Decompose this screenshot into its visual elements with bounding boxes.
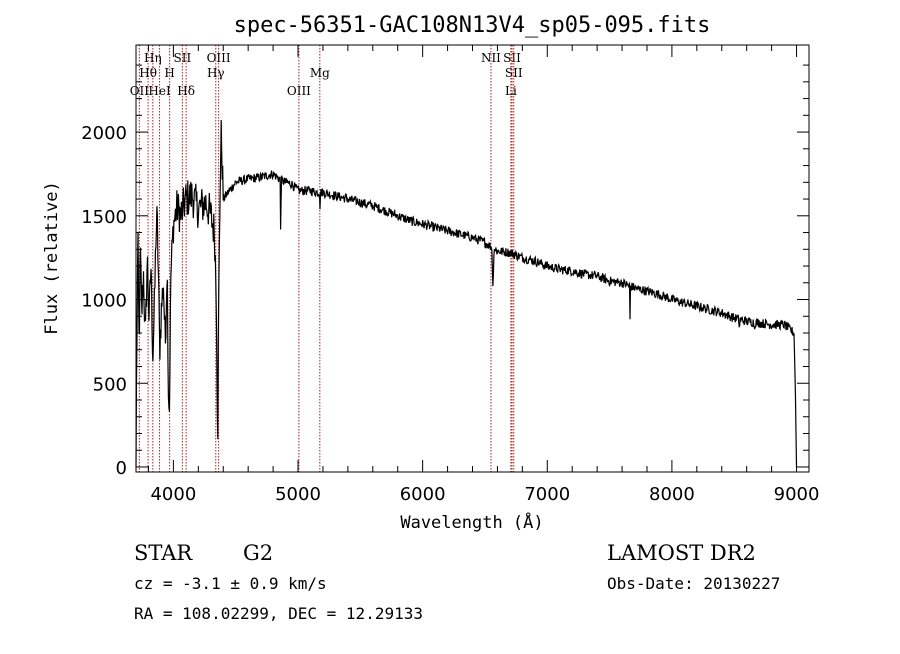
line-marker-label-5: H (164, 66, 174, 80)
line-marker-label-0: OII (130, 84, 150, 98)
line-marker-label-8: Hγ (207, 66, 225, 80)
line-marker-label-11: NII (481, 51, 501, 65)
axis-ticks-group: 4000 5000 6000 7000 8000 9000 0 500 1000 1500 2000 (81, 45, 819, 505)
line-marker-label-3: HeI (148, 84, 171, 98)
line-marker-label-6: Hδ (177, 84, 195, 98)
x-tick-label-5: 9000 (774, 484, 820, 505)
y-tick-label-3: 1500 (81, 207, 127, 228)
x-tick-label-0: 4000 (150, 484, 196, 505)
coordinates-label: RA = 108.02299, DEC = 12.29133 (134, 604, 423, 623)
spectrum-group (135, 119, 798, 468)
x-tick-label-3: 7000 (524, 484, 570, 505)
object-class-label: STAR (134, 541, 193, 565)
object-subclass-label: G2 (243, 541, 273, 565)
line-marker-label-1: Hη (144, 51, 162, 65)
line-marker-label-14: Li (505, 84, 517, 98)
line-marker-label-10: Mg (310, 66, 330, 80)
y-axis-label: Flux (relative) (42, 181, 62, 335)
redshift-label: cz = -3.1 ± 0.9 km/s (134, 574, 327, 593)
y-tick-label-4: 2000 (81, 123, 127, 144)
y-tick-label-0: 0 (116, 458, 127, 479)
chart-title: spec-56351-GAC108N13V4_sp05-095.fits (234, 13, 711, 38)
line-marker-label-2: Hθ (139, 66, 157, 80)
y-tick-label-1: 500 (93, 374, 127, 395)
y-tick-label-2: 1000 (81, 291, 127, 312)
line-marker-label-13: SII (505, 66, 523, 80)
plot-frame (135, 44, 810, 473)
line-marker-label-7: OIII (207, 51, 231, 65)
x-tick-label-1: 5000 (275, 484, 321, 505)
survey-label: LAMOST DR2 (607, 541, 756, 565)
obs-date-label: Obs-Date: 20130227 (607, 574, 780, 593)
line-marker-label-9: OIII (287, 84, 311, 98)
spectrum-line (135, 119, 798, 468)
x-axis-label: Wavelength (Å) (400, 511, 543, 533)
line-marker-label-12: SII (503, 51, 521, 65)
line-marker-label-4: SII (174, 51, 192, 65)
x-tick-label-4: 8000 (649, 484, 695, 505)
x-tick-label-2: 6000 (400, 484, 446, 505)
